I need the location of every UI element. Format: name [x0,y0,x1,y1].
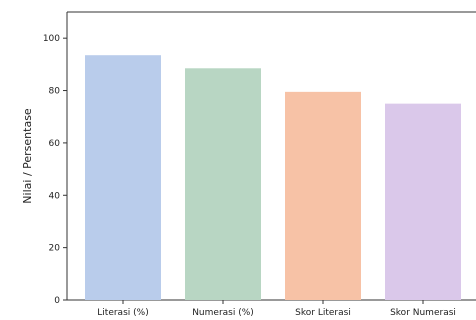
y-tick-label: 60 [49,139,61,149]
y-tick-label: 40 [49,191,61,201]
bars [85,55,461,301]
y-axis-ticks: 0 20 40 60 80 100 [43,34,67,306]
bar-4 [385,103,461,301]
bar-2 [185,68,261,300]
y-tick-label: 20 [49,244,61,254]
x-axis-ticks: Literasi (%) Numerasi (%) Skor Literasi Sko… [97,300,456,318]
y-tick-label: 80 [49,87,61,97]
y-axis-title: Nilai / Persentase [21,108,34,204]
x-tick-label: Skor Literasi [295,308,351,318]
y-tick-label: 0 [54,296,60,306]
x-tick-label: Literasi (%) [97,308,148,318]
bar-3 [285,91,361,300]
bar-1 [85,55,161,301]
y-tick-label: 100 [43,34,60,44]
x-tick-label: Skor Numerasi [390,308,456,318]
x-tick-label: Numerasi (%) [192,308,254,318]
